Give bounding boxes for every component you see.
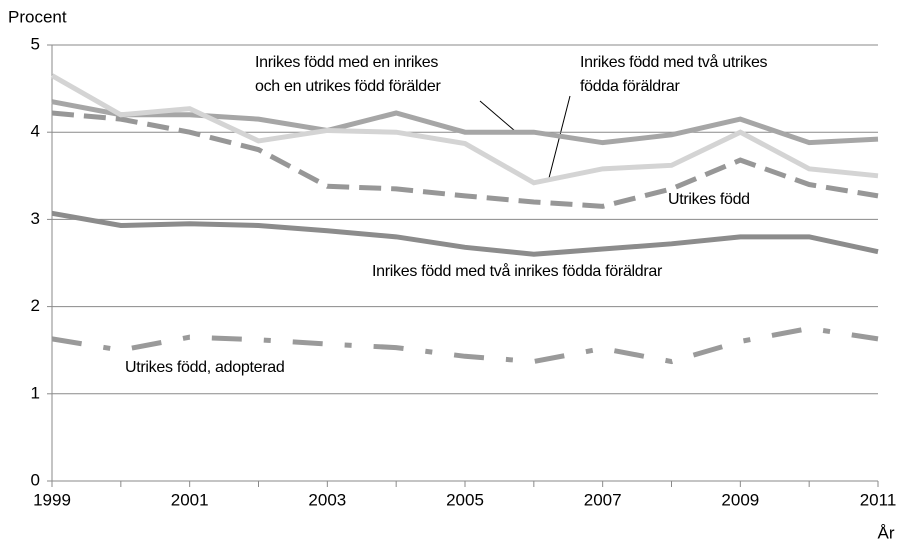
series-line xyxy=(51,210,879,257)
y-tick-label: 4 xyxy=(31,122,40,141)
series-label: födda föräldrar xyxy=(580,78,681,95)
y-tick-label: 5 xyxy=(31,34,40,53)
x-axis-label: År xyxy=(878,523,895,542)
y-tick-label: 1 xyxy=(31,383,40,402)
series-line xyxy=(51,99,879,146)
y-tick-label: 2 xyxy=(31,296,40,315)
x-tick-label: 2009 xyxy=(721,490,759,509)
x-tick-label: 2001 xyxy=(171,490,209,509)
x-tick-label: 2011 xyxy=(860,490,897,509)
series-line xyxy=(50,73,879,186)
x-tick-label: 1999 xyxy=(33,490,71,509)
series-line xyxy=(51,325,879,365)
series-label: Inrikes född med två utrikes xyxy=(580,53,768,71)
x-tick-label: 2003 xyxy=(308,490,346,509)
x-tick-label: 2005 xyxy=(446,490,484,509)
series-label: Utrikes född xyxy=(668,191,750,208)
series-label: Utrikes född, adopterad xyxy=(125,359,284,376)
y-tick-label: 3 xyxy=(31,209,40,228)
series-label: och en utrikes född förälder xyxy=(255,78,441,95)
x-tick-label: 2007 xyxy=(584,490,622,509)
leader-line xyxy=(479,100,516,132)
series-label: Inrikes född med en inrikes xyxy=(255,54,438,71)
y-axis-label: Procent xyxy=(8,7,67,26)
series-label: Inrikes född med två inrikes födda föräl… xyxy=(372,262,663,280)
series-line xyxy=(51,110,879,209)
y-tick-label: 0 xyxy=(31,470,40,489)
